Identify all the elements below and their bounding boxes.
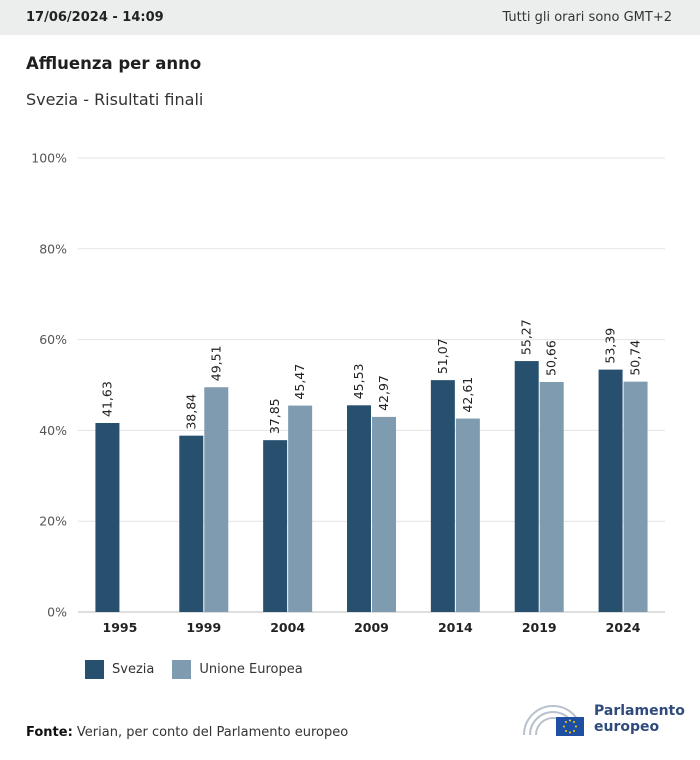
parliament-hemicycle-icon	[523, 705, 584, 736]
bar	[372, 416, 396, 612]
bar	[430, 380, 455, 612]
legend-swatch-svezia	[85, 660, 104, 679]
bar	[455, 418, 480, 612]
logo-line-2: europeo	[594, 719, 660, 735]
data-label: 49,51	[208, 345, 223, 381]
data-label: 41,63	[99, 381, 114, 417]
data-label: 45,47	[292, 364, 307, 400]
y-tick-label: 60%	[39, 332, 67, 347]
parliament-logo: Parlamento europeo	[520, 701, 685, 737]
bar	[539, 382, 564, 612]
bar	[598, 369, 623, 612]
data-label: 55,27	[519, 319, 534, 355]
x-tick-label: 2009	[354, 620, 389, 635]
bar	[514, 361, 539, 612]
legend: Svezia Unione Europea	[85, 660, 321, 679]
bar	[288, 405, 313, 612]
bar	[263, 440, 288, 612]
bar	[623, 381, 648, 612]
legend-item-svezia: Svezia	[85, 660, 154, 679]
legend-label-ue: Unione Europea	[199, 662, 303, 677]
y-tick-label: 40%	[39, 423, 67, 438]
data-label: 50,66	[544, 340, 559, 376]
x-tick-label: 2014	[438, 620, 473, 635]
data-label: 51,07	[435, 338, 450, 374]
legend-item-ue: Unione Europea	[172, 660, 303, 679]
legend-label-svezia: Svezia	[112, 662, 155, 677]
bar	[347, 405, 371, 612]
data-label: 53,39	[603, 328, 618, 364]
data-label: 38,84	[183, 394, 198, 430]
chart-title: Affluenza per anno	[26, 54, 202, 73]
bar	[204, 387, 229, 612]
bar-chart: 0% 20% 40% 60% 80% 100% 41,63 1995 38,84 49,51 199…	[31, 151, 665, 635]
logo-text: Parlamento europeo	[594, 703, 685, 735]
x-tick-label: 2019	[522, 620, 557, 635]
data-label: 42,61	[460, 377, 475, 413]
source-text: Verian, per conto del Parlamento europeo	[76, 725, 349, 740]
header-bar: 17/06/2024 - 14:09 Tutti gli orari sono …	[0, 0, 700, 35]
timezone-note: Tutti gli orari sono GMT+2	[502, 10, 672, 25]
source-note: Fonte: Verian, per conto del Parlamento …	[26, 725, 348, 740]
chart-subtitle: Svezia - Risultati finali	[26, 90, 204, 109]
data-label: 42,97	[376, 375, 391, 411]
timestamp: 17/06/2024 - 14:09	[26, 10, 164, 25]
y-tick-label: 0%	[47, 605, 67, 620]
x-tick-label: 2004	[270, 620, 305, 635]
y-tick-label: 20%	[39, 514, 67, 529]
y-tick-label: 100%	[31, 151, 67, 166]
logo-line-1: Parlamento	[594, 703, 685, 719]
data-label: 37,85	[267, 398, 282, 434]
x-tick-label: 1995	[103, 620, 138, 635]
data-label: 50,74	[628, 340, 643, 376]
data-label: 45,53	[351, 363, 366, 399]
source-label: Fonte:	[26, 725, 73, 740]
bar	[95, 422, 120, 612]
legend-swatch-ue	[172, 660, 192, 679]
x-tick-label: 1999	[186, 620, 221, 635]
y-tick-label: 80%	[39, 241, 67, 256]
bar	[179, 435, 204, 612]
x-tick-label: 2024	[606, 620, 641, 635]
